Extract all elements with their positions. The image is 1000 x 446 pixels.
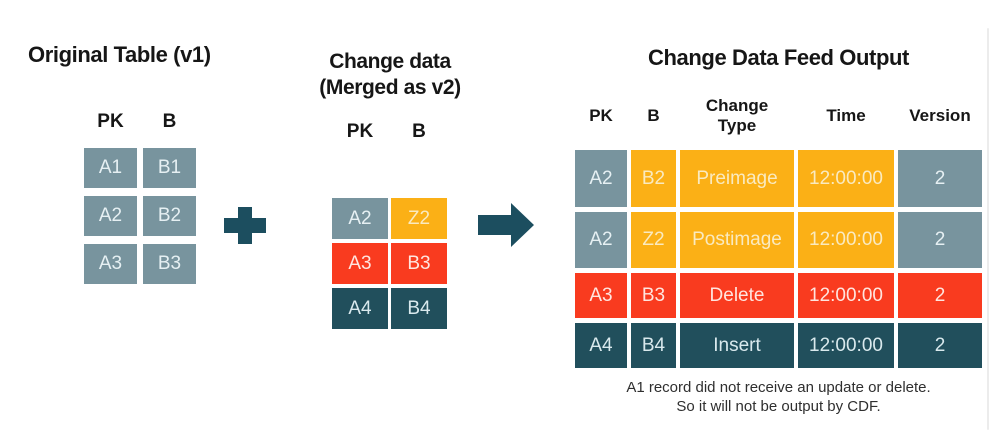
plus-icon: [224, 207, 266, 249]
table-cell: B1: [143, 148, 196, 188]
column-header-pk: PK: [97, 111, 124, 132]
original-table-title: Original Table (v1): [28, 42, 211, 67]
table-cell: 2: [898, 323, 982, 368]
arrow-right-icon: [478, 203, 534, 252]
table-cell: Z2: [391, 198, 447, 239]
column-header-change-type: Change Type: [705, 96, 769, 135]
change-data-title: Change data (Merged as v2): [290, 49, 490, 101]
cdf-output-table: A2 B2 Preimage 12:00:00 2 A2 Z2 Postimag…: [575, 150, 982, 368]
table-cell: A3: [84, 244, 137, 284]
table-cell: A2: [84, 196, 137, 236]
table-cell: B3: [631, 273, 676, 318]
table-cell: A2: [575, 212, 627, 268]
table-cell: B3: [143, 244, 196, 284]
table-cell: A3: [575, 273, 627, 318]
card-edge-line: [987, 28, 989, 430]
change-data-column-headers: PK B: [332, 121, 450, 143]
table-cell: A4: [332, 288, 388, 329]
table-cell: Insert: [680, 323, 794, 368]
table-cell: 2: [898, 212, 982, 268]
table-cell: Delete: [680, 273, 794, 318]
cdf-output-title: Change Data Feed Output: [648, 45, 909, 70]
table-cell: 12:00:00: [798, 212, 894, 268]
change-data-title-line1: Change data: [329, 50, 451, 73]
table-cell: 2: [898, 150, 982, 207]
table-cell: Z2: [631, 212, 676, 268]
column-header-pk: PK: [346, 121, 374, 142]
column-header-b: B: [412, 121, 426, 142]
footnote: A1 record did not receive an update or d…: [575, 378, 982, 416]
table-cell: B4: [391, 288, 447, 329]
table-cell: 12:00:00: [798, 323, 894, 368]
table-cell: 12:00:00: [798, 150, 894, 207]
table-cell: 2: [898, 273, 982, 318]
table-cell: A4: [575, 323, 627, 368]
column-header-b: B: [162, 111, 177, 132]
table-cell: B2: [143, 196, 196, 236]
footnote-line2: So it will not be output by CDF.: [676, 398, 881, 415]
table-cell: A1: [84, 148, 137, 188]
original-table: A1 B1 A2 B2 A3 B3: [84, 148, 196, 284]
column-header-b: B: [647, 106, 660, 125]
column-header-version: Version: [909, 106, 971, 125]
footnote-line1: A1 record did not receive an update or d…: [626, 379, 931, 396]
table-cell: A3: [332, 243, 388, 284]
change-data-title-line2: (Merged as v2): [319, 76, 461, 99]
original-table-column-headers: PK B: [84, 111, 202, 133]
table-cell: B4: [631, 323, 676, 368]
table-cell: 12:00:00: [798, 273, 894, 318]
table-cell: B2: [631, 150, 676, 207]
column-header-pk: PK: [589, 106, 613, 125]
column-header-time: Time: [826, 106, 866, 125]
table-cell: Postimage: [680, 212, 794, 268]
table-cell: A2: [575, 150, 627, 207]
table-cell: Preimage: [680, 150, 794, 207]
table-cell: B3: [391, 243, 447, 284]
cdf-output-column-headers: PK B Change Type Time Version: [575, 92, 982, 140]
table-cell: A2: [332, 198, 388, 239]
change-data-table: A2 Z2 A3 B3 A4 B4: [332, 198, 447, 329]
